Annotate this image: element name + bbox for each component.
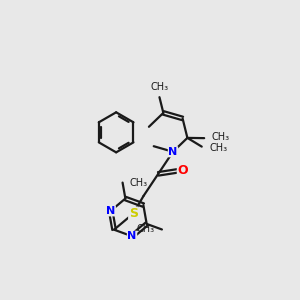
Text: CH₃: CH₃ [136,224,154,235]
Text: CH₃: CH₃ [130,178,148,188]
Text: N: N [128,231,137,241]
Text: CH₃: CH₃ [151,82,169,92]
Text: CH₃: CH₃ [209,143,227,153]
Text: N: N [106,206,115,216]
Text: O: O [177,164,188,177]
Text: N: N [168,147,178,157]
Text: CH₃: CH₃ [212,132,230,142]
Text: S: S [129,207,138,220]
